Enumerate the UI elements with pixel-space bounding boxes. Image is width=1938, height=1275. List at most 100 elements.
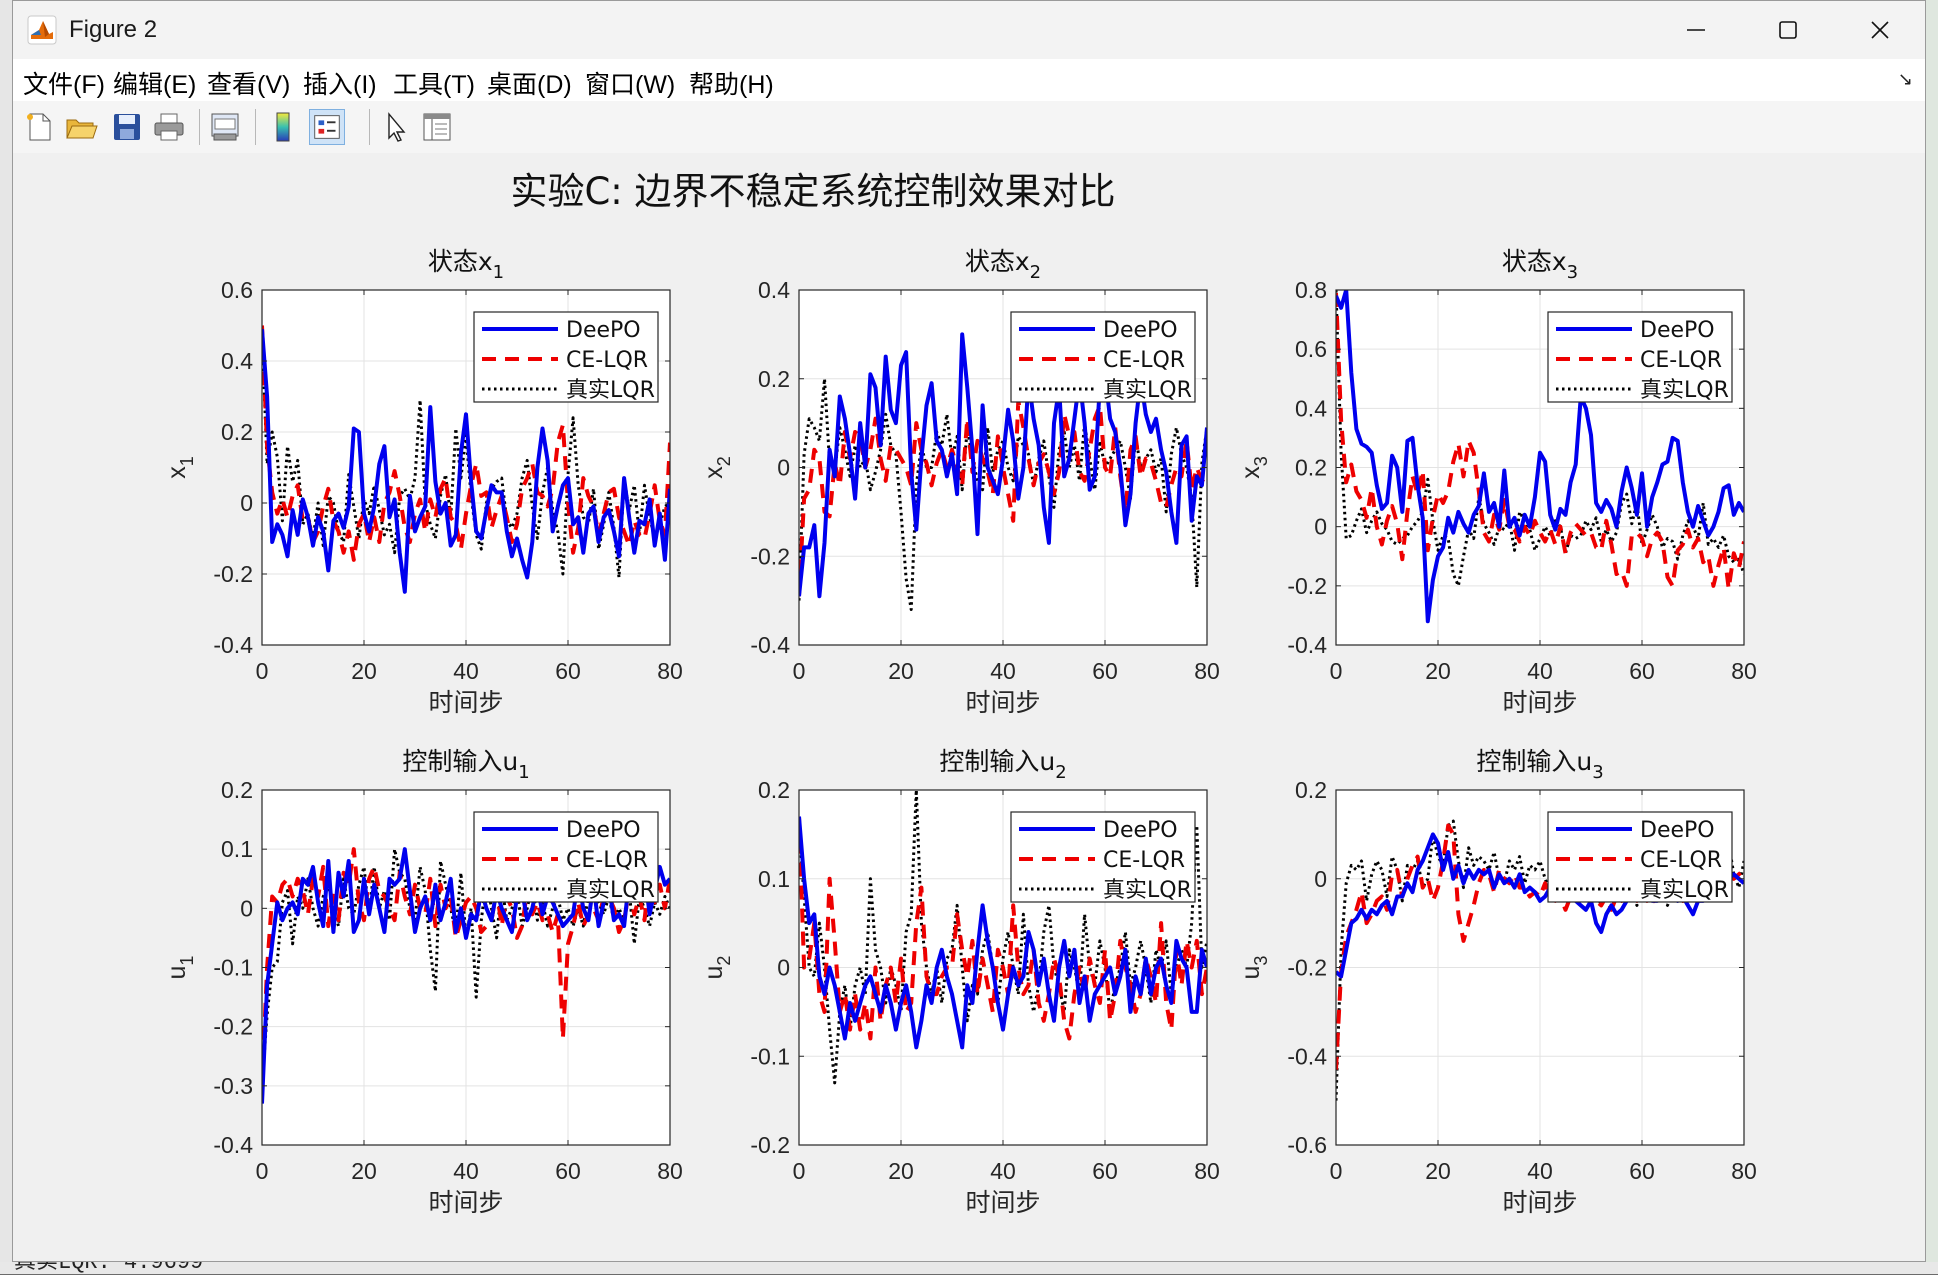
legend-box	[473, 311, 659, 403]
menu-desktop[interactable]: 桌面(D)	[487, 71, 572, 99]
menu-insert[interactable]: 插入(I)	[303, 71, 377, 99]
series-group	[262, 325, 670, 594]
subplot-title: 控制输入u2	[939, 747, 1066, 783]
y-axis-label-subscript: 2	[714, 456, 734, 466]
x-tick-label: 60	[1629, 1158, 1655, 1184]
y-tick-label: 0	[240, 895, 253, 921]
menu-window[interactable]: 窗口(W)	[585, 71, 676, 99]
legend[interactable]: DeePO CE-LQR 真实LQR	[1010, 311, 1196, 403]
x-tick-label: 40	[990, 1158, 1016, 1184]
y-tick-label: 0	[1314, 866, 1327, 892]
save-icon[interactable]	[109, 109, 145, 145]
open-file-icon[interactable]	[63, 109, 99, 145]
menu-edit[interactable]: 编辑(E)	[113, 71, 197, 99]
y-tick-label: -0.1	[750, 1043, 790, 1069]
subplot-title: 控制输入u3	[1476, 747, 1603, 783]
menu-file[interactable]: 文件(F)	[23, 71, 105, 99]
figure-canvas: 实验C: 边界不稳定系统控制效果对比 0 20 40 60 80-0.4-0.200.2…	[13, 153, 1925, 1261]
y-tick-label: 0	[777, 955, 790, 981]
series-line-ce-lqr	[799, 816, 1207, 1041]
subplot-3: 0 20 40 60 80-0.4-0.200.20.40.60.8状态x3时间步x3D…	[1237, 247, 1757, 717]
maximize-button[interactable]	[1759, 5, 1817, 55]
subplot-title-subscript: 2	[1055, 762, 1066, 783]
series-line-deepo	[1336, 290, 1744, 624]
print-icon[interactable]	[151, 109, 187, 145]
legend-label: CE-LQR	[1640, 848, 1722, 873]
series-line-deepo	[262, 847, 670, 1104]
legend-icon[interactable]	[309, 109, 345, 145]
y-tick-label: -0.4	[1287, 1043, 1327, 1069]
y-tick-label: -0.2	[750, 1132, 790, 1158]
y-tick-label: 0	[777, 455, 790, 481]
title-bar[interactable]: Figure 2	[13, 1, 1925, 59]
y-tick-label: 0.8	[1295, 277, 1327, 303]
legend[interactable]: DeePO CE-LQR 真实LQR	[473, 811, 659, 903]
x-axis-label: 时间步	[965, 688, 1040, 717]
x-tick-label: 80	[1194, 658, 1220, 684]
close-button[interactable]	[1851, 5, 1909, 55]
legend[interactable]: DeePO CE-LQR 真实LQR	[1547, 311, 1733, 403]
menu-tools[interactable]: 工具(T)	[393, 71, 475, 99]
y-tick-label: 0.2	[1295, 777, 1327, 803]
y-axis-label-main: x	[163, 466, 191, 479]
y-tick-label: -0.4	[1287, 632, 1327, 658]
menu-help[interactable]: 帮助(H)	[689, 71, 774, 99]
toolbar-separator	[255, 109, 256, 145]
x-tick-label: 60	[1092, 658, 1118, 684]
new-figure-icon[interactable]	[21, 109, 57, 145]
y-axis-label-subscript: 3	[1251, 956, 1271, 966]
series-line-true-lqr	[799, 790, 1207, 1085]
y-axis-label-subscript: 1	[177, 956, 197, 966]
x-tick-label: 40	[1527, 658, 1553, 684]
window-title: Figure 2	[69, 16, 158, 43]
property-inspector-icon[interactable]	[419, 109, 455, 145]
x-tick-label: 40	[453, 1158, 479, 1184]
print-preview-icon[interactable]	[207, 109, 243, 145]
x-tick-label: 0	[793, 1158, 806, 1184]
y-axis-label-main: u	[1237, 966, 1265, 980]
legend[interactable]: DeePO CE-LQR 真实LQR	[1547, 811, 1733, 903]
y-tick-label: 0.4	[221, 348, 253, 374]
y-tick-label: -0.4	[213, 1132, 253, 1158]
x-tick-label: 20	[1425, 1158, 1451, 1184]
x-tick-label: 20	[1425, 658, 1451, 684]
edit-plot-arrow-icon[interactable]	[377, 109, 413, 145]
subplot-title-subscript: 3	[1592, 762, 1603, 783]
dock-arrow-icon[interactable]: ↘	[1897, 69, 1913, 90]
y-tick-label: 0	[1314, 514, 1327, 540]
y-tick-label: 0.6	[221, 277, 253, 303]
subplot-title-main: 控制输入u	[402, 747, 518, 776]
y-tick-label: -0.1	[213, 955, 253, 981]
background-console	[0, 1262, 1938, 1274]
subplot-title: 状态x3	[1502, 247, 1578, 283]
series-line-ce-lqr	[262, 325, 670, 562]
x-tick-label: 0	[256, 658, 269, 684]
y-axis-label: u3	[1237, 956, 1271, 980]
x-tick-label: 80	[657, 658, 683, 684]
colorbar-icon[interactable]	[265, 109, 301, 145]
series-group	[262, 847, 670, 1104]
y-tick-label: 0.2	[1295, 455, 1327, 481]
legend-label: DeePO	[1640, 318, 1715, 343]
figure-title: 实验C: 边界不稳定系统控制效果对比	[510, 170, 1115, 213]
y-tick-label: 0.1	[758, 866, 790, 892]
series-line-deepo	[262, 328, 670, 594]
x-axis-label: 时间步	[428, 1188, 503, 1217]
legend[interactable]: DeePO CE-LQR 真实LQR	[473, 311, 659, 403]
legend[interactable]: DeePO CE-LQR 真实LQR	[1010, 811, 1196, 903]
x-tick-label: 0	[256, 1158, 269, 1184]
legend-label: CE-LQR	[1103, 848, 1185, 873]
y-tick-label: 0.2	[758, 777, 790, 803]
y-tick-label: -0.2	[750, 543, 790, 569]
minimize-button[interactable]	[1667, 5, 1725, 55]
menu-view[interactable]: 查看(V)	[207, 71, 291, 99]
legend-label: CE-LQR	[1640, 348, 1722, 373]
x-axis-label: 时间步	[1502, 1188, 1577, 1217]
y-axis-label-subscript: 2	[714, 956, 734, 966]
x-tick-label: 60	[1092, 1158, 1118, 1184]
subplot-4: 0 20 40 60 80-0.4-0.3-0.2-0.100.10.2控制输入u1时间…	[163, 747, 683, 1217]
series-group	[799, 790, 1207, 1085]
x-tick-label: 40	[1527, 1158, 1553, 1184]
x-tick-label: 80	[657, 1158, 683, 1184]
x-tick-label: 0	[1330, 1158, 1343, 1184]
